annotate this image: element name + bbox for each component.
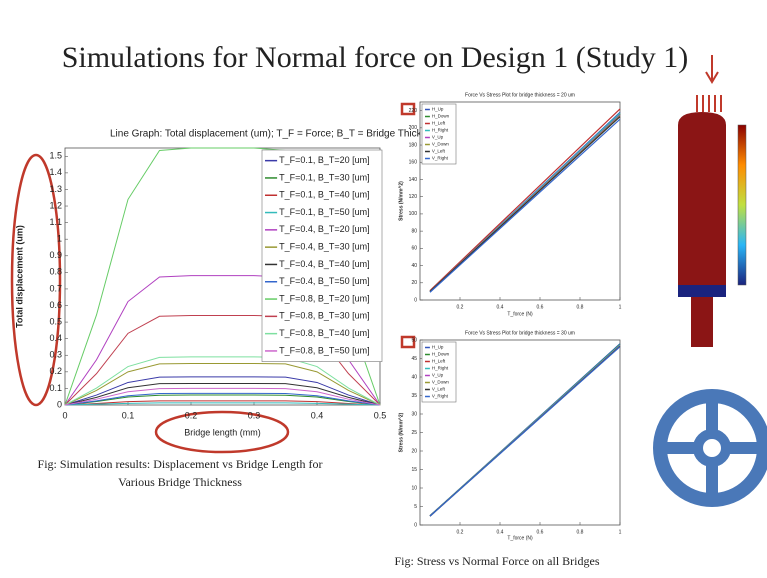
x-tick-label: 0.2 bbox=[457, 529, 464, 535]
legend-label: T_F=0.8, B_T=20 [um] bbox=[279, 293, 370, 303]
y-tick-label: 25 bbox=[411, 430, 417, 436]
x-tick-label: 0.5 bbox=[374, 410, 387, 420]
chart-title: Line Graph: Total displacement (um); T_F… bbox=[110, 129, 443, 140]
legend-label: H_Right bbox=[432, 366, 449, 371]
y-tick-label: 1 bbox=[57, 234, 62, 244]
y-tick-label: 20 bbox=[411, 280, 417, 286]
chart: Force Vs Stress Plot for bridge thicknes… bbox=[398, 92, 621, 317]
y-tick-label: 45 bbox=[411, 356, 417, 362]
y-tick-label: 0.2 bbox=[49, 366, 62, 376]
y-tick-label: 0.6 bbox=[49, 300, 62, 310]
y-tick-label: 1.3 bbox=[49, 184, 62, 194]
x-axis-label: Bridge length (mm) bbox=[184, 427, 261, 437]
y-tick-label: 0.1 bbox=[49, 383, 62, 393]
y-tick-label: 0 bbox=[414, 522, 417, 528]
legend-label: H_Down bbox=[432, 114, 450, 119]
y-tick-label: 0.3 bbox=[49, 350, 62, 360]
legend-label: H_Up bbox=[432, 345, 444, 350]
x-tick-label: 0.2 bbox=[185, 410, 198, 420]
y-tick-label: 50 bbox=[411, 337, 417, 343]
legend-label: T_F=0.8, B_T=50 [um] bbox=[279, 345, 370, 355]
x-tick-label: 0.4 bbox=[497, 529, 504, 535]
y-tick-label: 0.5 bbox=[49, 316, 62, 326]
y-tick-label: 35 bbox=[411, 393, 417, 399]
caption: Fig: Stress vs Normal Force on all Bridg… bbox=[395, 554, 600, 568]
caption: Fig: Simulation results: Displacement vs… bbox=[38, 457, 323, 471]
legend-label: H_Left bbox=[432, 121, 446, 126]
legend-label: T_F=0.1, B_T=20 [um] bbox=[279, 155, 370, 165]
x-tick-label: 0.4 bbox=[311, 410, 324, 420]
legend-label: T_F=0.4, B_T=30 [um] bbox=[279, 242, 370, 252]
y-tick-label: 1.5 bbox=[49, 151, 62, 161]
y-tick-label: 40 bbox=[411, 263, 417, 269]
x-tick-label: 0.1 bbox=[122, 410, 135, 420]
legend-label: T_F=0.4, B_T=40 [um] bbox=[279, 259, 370, 269]
y-tick-label: 30 bbox=[411, 411, 417, 417]
legend-label: H_Right bbox=[432, 128, 449, 133]
y-tick-label: 120 bbox=[409, 194, 418, 200]
x-axis-label: T_force (N) bbox=[507, 311, 533, 317]
y-tick-label: 200 bbox=[409, 125, 418, 131]
legend-label: H_Down bbox=[432, 352, 450, 357]
legend-label: H_Up bbox=[432, 107, 444, 112]
y-axis-label: Stress (N/mm^2) bbox=[398, 412, 404, 452]
y-tick-label: 0 bbox=[414, 297, 417, 303]
y-tick-label: 60 bbox=[411, 246, 417, 252]
legend-label: V_Down bbox=[432, 380, 450, 385]
legend-label: V_Down bbox=[432, 142, 450, 147]
legend-label: H_Left bbox=[432, 359, 446, 364]
legend-label: V_Right bbox=[432, 156, 449, 161]
y-tick-label: 0.4 bbox=[49, 333, 62, 343]
y-tick-label: 5 bbox=[414, 504, 417, 510]
chart-title: Force Vs Stress Plot for bridge thicknes… bbox=[465, 330, 575, 336]
y-tick-label: 0.7 bbox=[49, 283, 62, 293]
legend-label: T_F=0.1, B_T=40 [um] bbox=[279, 190, 370, 200]
slide-title: Simulations for Normal force on Design 1… bbox=[62, 41, 689, 74]
legend-label: V_Left bbox=[432, 149, 446, 154]
x-tick-label: 0 bbox=[62, 410, 67, 420]
y-tick-label: 160 bbox=[409, 160, 418, 166]
x-tick-label: 0.2 bbox=[457, 304, 464, 310]
y-tick-label: 10 bbox=[411, 485, 417, 491]
x-tick-label: 0.3 bbox=[248, 410, 261, 420]
legend-label: T_F=0.8, B_T=40 [um] bbox=[279, 328, 370, 338]
y-tick-label: 1.1 bbox=[49, 217, 62, 227]
x-tick-label: 0.8 bbox=[577, 529, 584, 535]
y-tick-label: 0 bbox=[57, 399, 62, 409]
y-tick-label: 180 bbox=[409, 142, 418, 148]
y-tick-label: 220 bbox=[409, 108, 418, 114]
y-tick-label: 0.8 bbox=[49, 267, 62, 277]
legend-label: V_Left bbox=[432, 387, 446, 392]
x-tick-label: 1 bbox=[619, 529, 622, 535]
x-tick-label: 0.4 bbox=[497, 304, 504, 310]
y-tick-label: 100 bbox=[409, 211, 418, 217]
x-tick-label: 0.8 bbox=[577, 304, 584, 310]
x-tick-label: 1 bbox=[619, 304, 622, 310]
y-tick-label: 15 bbox=[411, 467, 417, 473]
legend-label: V_Up bbox=[432, 135, 444, 140]
caption: Various Bridge Thickness bbox=[118, 475, 242, 489]
y-tick-label: 20 bbox=[411, 448, 417, 454]
x-tick-label: 0.6 bbox=[537, 304, 544, 310]
legend-label: T_F=0.4, B_T=50 [um] bbox=[279, 276, 370, 286]
page: {"title": "Simulations for Normal force … bbox=[0, 0, 767, 578]
legend-label: T_F=0.1, B_T=50 [um] bbox=[279, 207, 370, 217]
chart-title: Force Vs Stress Plot for bridge thicknes… bbox=[465, 92, 575, 98]
x-tick-label: 0.6 bbox=[537, 529, 544, 535]
legend-label: T_F=0.8, B_T=30 [um] bbox=[279, 311, 370, 321]
y-axis-label: Total displacement (um) bbox=[14, 225, 24, 328]
x-axis-label: T_force (N) bbox=[507, 535, 533, 541]
legend-label: V_Right bbox=[432, 394, 449, 399]
legend-label: T_F=0.1, B_T=30 [um] bbox=[279, 172, 370, 182]
y-tick-label: 0.9 bbox=[49, 250, 62, 260]
legend-label: T_F=0.4, B_T=20 [um] bbox=[279, 224, 370, 234]
y-tick-label: 40 bbox=[411, 374, 417, 380]
y-tick-label: 1.4 bbox=[49, 167, 62, 177]
y-axis-label: Stress (N/mm^2) bbox=[398, 181, 404, 221]
y-tick-label: 80 bbox=[411, 228, 417, 234]
legend-label: V_Up bbox=[432, 373, 444, 378]
y-tick-label: 1.2 bbox=[49, 200, 62, 210]
slide: Simulations for Normal force on Design 1… bbox=[0, 0, 767, 578]
y-tick-label: 140 bbox=[409, 177, 418, 183]
